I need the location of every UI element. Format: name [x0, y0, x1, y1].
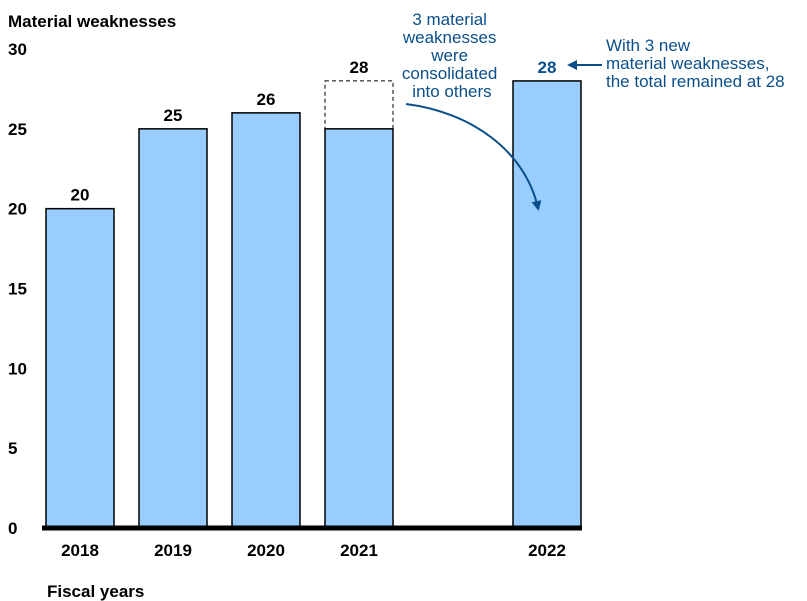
y-tick-label: 30 [8, 40, 27, 59]
new-weaknesses-annotation-line: material weaknesses, [606, 54, 769, 73]
bars [45, 80, 582, 529]
data-label-2020: 26 [257, 90, 276, 109]
y-tick-label: 0 [8, 519, 17, 538]
x-tick-label-2019: 2019 [154, 541, 192, 560]
y-axis-ticks: 0 5 10 15 20 25 30 [8, 40, 27, 538]
x-axis-tick-labels: 2018 2019 2020 2021 2022 [61, 541, 566, 560]
bar-2020 [231, 112, 301, 529]
new-weaknesses-annotation-line: the total remained at 28 [606, 72, 785, 91]
bar-2022 [512, 80, 582, 529]
y-axis-title: Material weaknesses [8, 12, 176, 31]
data-label-2018: 20 [71, 186, 90, 205]
consolidation-annotation: 3 material weaknesses were consolidated … [402, 10, 502, 101]
data-label-2019: 25 [164, 106, 183, 125]
consolidation-annotation-line: weaknesses [402, 28, 497, 47]
new-weaknesses-annotation: With 3 new material weaknesses, the tota… [606, 36, 785, 91]
y-tick-label: 20 [8, 200, 27, 219]
y-tick-label: 5 [8, 439, 17, 458]
y-tick-label: 15 [8, 280, 27, 299]
x-tick-label-2018: 2018 [61, 541, 99, 560]
data-label-2021: 28 [350, 58, 369, 77]
consolidation-annotation-line: consolidated [402, 64, 497, 83]
bar-2019 [138, 128, 208, 529]
consolidated-outline-group [324, 80, 394, 130]
x-tick-label-2022: 2022 [528, 541, 566, 560]
consolidated-outline-2021 [324, 80, 394, 130]
data-labels: 20 25 26 28 28 [71, 58, 557, 205]
y-tick-label: 25 [8, 120, 27, 139]
consolidation-annotation-line: were [430, 46, 468, 65]
x-tick-label-2021: 2021 [340, 541, 378, 560]
consolidation-annotation-line: into others [412, 82, 491, 101]
bar-2018 [45, 207, 115, 529]
new-weaknesses-annotation-line: With 3 new [606, 36, 691, 55]
y-tick-label: 10 [8, 359, 27, 378]
x-axis-title: Fiscal years [47, 582, 144, 601]
data-label-2022: 28 [538, 58, 557, 77]
bar-2021 [324, 128, 394, 529]
x-tick-label-2020: 2020 [247, 541, 285, 560]
consolidation-arrow [405, 103, 542, 211]
consolidation-annotation-line: 3 material [412, 10, 487, 29]
